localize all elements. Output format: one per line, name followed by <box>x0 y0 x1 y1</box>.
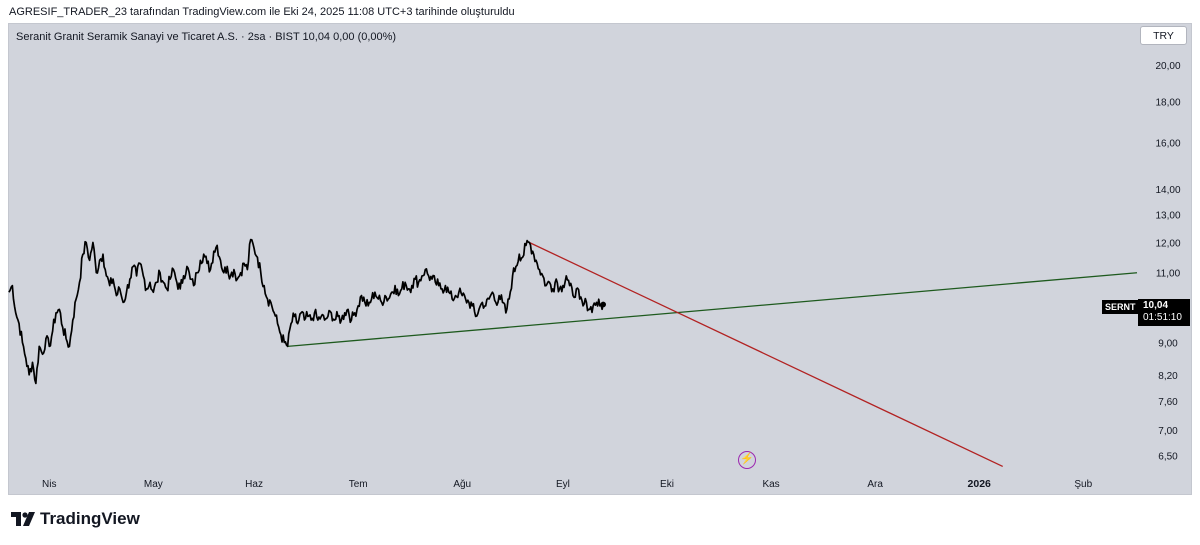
y-tick-label: 7,60 <box>1158 397 1178 408</box>
y-tick-label: 12,00 <box>1155 238 1180 249</box>
y-tick-label: 6,50 <box>1158 452 1178 463</box>
trendline-layer <box>287 241 1138 468</box>
last-price-marker <box>600 301 607 308</box>
last-price-label: 10,04 01:51:10 <box>1138 299 1190 326</box>
y-tick-label: 11,00 <box>1156 269 1181 280</box>
tradingview-brand[interactable]: TradingView <box>10 509 140 529</box>
y-tick-label: 20,00 <box>1155 61 1180 72</box>
x-axis: Nis May Haz Tem Ağu Eyl Eki Kas Ara 2026 Şub <box>42 478 1093 490</box>
y-tick-label: 16,00 <box>1155 138 1180 149</box>
x-tick-label: 2026 <box>968 478 992 490</box>
y-axis: 20,00 18,00 16,00 14,00 13,00 12,00 11,00 9,00 8… <box>1155 61 1180 463</box>
resistance-trendline <box>529 241 1003 468</box>
symbol-legend: Seranit Granit Seramik Sanayi ve Ticaret… <box>16 31 397 43</box>
tradingview-logo-icon <box>11 512 35 526</box>
ticker-tag: SERNT <box>1102 300 1139 314</box>
brand-name: TradingView <box>40 509 140 528</box>
y-tick-label: 8,20 <box>1158 371 1178 382</box>
bar-countdown: 01:51:10 <box>1143 312 1182 323</box>
y-tick-label: 13,00 <box>1155 211 1180 222</box>
x-tick-label: Tem <box>349 479 368 490</box>
x-tick-label: Ara <box>867 479 883 490</box>
last-price-value: 10,04 <box>1143 300 1169 311</box>
x-tick-label: Ağu <box>453 479 471 490</box>
chart-area[interactable] <box>8 23 1192 495</box>
price-series-line <box>8 238 605 385</box>
x-tick-label: Nis <box>42 479 56 490</box>
support-trendline <box>287 272 1138 348</box>
currency-button[interactable]: TRY <box>1140 26 1187 45</box>
y-tick-label: 14,00 <box>1155 185 1180 196</box>
chart-credit: AGRESIF_TRADER_23 tarafından TradingView… <box>9 6 515 18</box>
x-tick-label: Şub <box>1074 479 1092 490</box>
x-tick-label: May <box>144 479 163 490</box>
y-tick-label: 18,00 <box>1155 98 1180 109</box>
x-tick-label: Eki <box>660 479 674 490</box>
x-tick-label: Kas <box>762 479 779 490</box>
x-tick-label: Eyl <box>556 479 570 490</box>
x-tick-label: Haz <box>245 479 263 490</box>
bolt-icon[interactable]: ⚡ <box>738 451 756 469</box>
y-tick-label: 7,00 <box>1158 426 1178 437</box>
series-layer <box>8 238 607 385</box>
y-tick-label: 9,00 <box>1158 338 1178 349</box>
